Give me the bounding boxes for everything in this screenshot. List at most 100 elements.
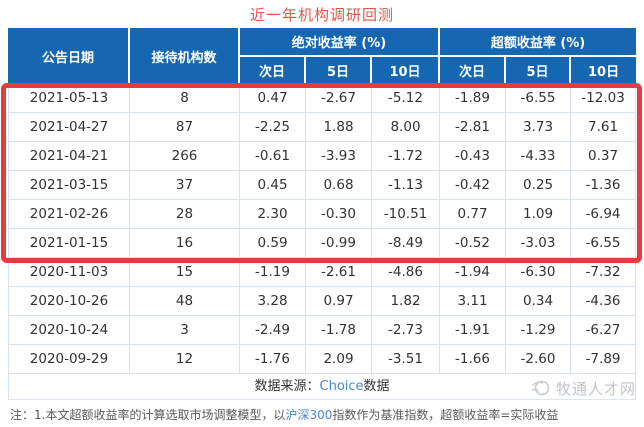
cell-return-value: -4.36 [571, 287, 637, 316]
cell-return-value: 0.97 [306, 287, 372, 316]
table-row-highlighted: 2021-02-26 28 2.30 -0.30 -10.51 0.77 1.09 -6.94 [8, 200, 637, 229]
cell-institution-count: 87 [130, 113, 240, 142]
cell-institution-count: 15 [130, 258, 240, 287]
watermark: 牧通人才网 [530, 377, 636, 399]
cell-date: 2020-09-29 [8, 345, 130, 374]
cell-date: 2021-01-15 [8, 229, 130, 258]
cell-return-value: 0.68 [306, 171, 372, 200]
cell-return-value: -6.27 [571, 316, 637, 345]
table-row: 2020-10-24 3 -2.49 -1.78 -2.73 -1.91 -1.29 -6.2… [8, 316, 637, 345]
cell-date: 2021-04-21 [8, 142, 130, 171]
cell-return-value: -1.29 [506, 316, 572, 345]
cell-return-value: -1.89 [440, 84, 507, 113]
cell-return-value: -1.94 [440, 258, 507, 287]
footnote-prefix: 注：1.本文超额收益率的计算选取市场调整模型，以 [10, 408, 286, 422]
table-row-highlighted: 2021-03-15 37 0.45 0.68 -1.13 -0.42 0.25 -1.36 [8, 171, 637, 200]
cell-return-value: -1.19 [240, 258, 306, 287]
cell-return-value: -3.03 [506, 229, 572, 258]
cell-return-value: -2.60 [506, 345, 572, 374]
table-row: 2020-09-29 12 -1.76 2.09 -3.51 -1.66 -2.60 -7.8… [8, 345, 637, 374]
cell-institution-count: 8 [130, 84, 240, 113]
cell-return-value: 0.37 [571, 142, 637, 171]
cell-return-value: 0.34 [506, 287, 572, 316]
footnote: 注：1.本文超额收益率的计算选取市场调整模型，以沪深300指数作为基准指数，超额… [10, 406, 644, 423]
cell-return-value: 0.45 [240, 171, 306, 200]
cell-return-value: 3.11 [440, 287, 507, 316]
cell-return-value: -12.03 [571, 84, 637, 113]
col-header-exc-10-day: 10日 [571, 57, 637, 84]
cell-return-value: -1.36 [571, 171, 637, 200]
mutong-logo-icon [531, 380, 550, 396]
source-suffix: 数据 [363, 379, 390, 394]
cell-return-value: 3.28 [240, 287, 306, 316]
col-group-absolute-return: 绝对收益率 (%) [240, 28, 441, 57]
col-header-institution-count: 接待机构数 [130, 28, 240, 84]
col-header-abs-5-day: 5日 [306, 57, 372, 84]
cell-date: 2020-11-03 [8, 258, 130, 287]
cell-date: 2020-10-26 [8, 287, 130, 316]
table-header: 公告日期 接待机构数 绝对收益率 (%) 超额收益率 (%) 次日 5日 10日… [8, 28, 637, 84]
cell-date: 2021-04-27 [8, 113, 130, 142]
backtest-table: 公告日期 接待机构数 绝对收益率 (%) 超额收益率 (%) 次日 5日 10日… [8, 28, 637, 400]
cell-return-value: -2.67 [306, 84, 372, 113]
cell-return-value: -0.52 [440, 229, 507, 258]
cell-date: 2021-03-15 [8, 171, 130, 200]
table-row-highlighted: 2021-05-13 8 0.47 -2.67 -5.12 -1.89 -6.55 -12.0… [8, 84, 637, 113]
cell-return-value: -4.33 [506, 142, 572, 171]
cell-return-value: -6.55 [571, 229, 637, 258]
cell-return-value: -6.30 [506, 258, 572, 287]
cell-return-value: 0.47 [240, 84, 306, 113]
cell-return-value: -5.12 [372, 84, 441, 113]
cell-return-value: -0.42 [440, 171, 507, 200]
col-header-abs-next-day: 次日 [240, 57, 306, 84]
cell-return-value: 0.77 [440, 200, 507, 229]
col-header-announce-date: 公告日期 [8, 28, 130, 84]
cell-return-value: 7.61 [571, 113, 637, 142]
cell-date: 2020-10-24 [8, 316, 130, 345]
cell-return-value: -1.72 [372, 142, 441, 171]
cell-institution-count: 28 [130, 200, 240, 229]
cell-return-value: 1.82 [372, 287, 441, 316]
cell-return-value: -6.55 [506, 84, 572, 113]
cell-return-value: 1.88 [306, 113, 372, 142]
cell-return-value: -7.32 [571, 258, 637, 287]
cell-date: 2021-02-26 [8, 200, 130, 229]
table-row: 2020-11-03 15 -1.19 -2.61 -4.86 -1.94 -6.30 -7.… [8, 258, 637, 287]
source-label: 数据来源： [254, 379, 320, 394]
hs300-link[interactable]: 沪深300 [285, 408, 333, 422]
cell-return-value: -7.89 [571, 345, 637, 374]
table-title: 近一年机构调研回测 [249, 6, 394, 24]
cell-return-value: -3.51 [372, 345, 441, 374]
cell-institution-count: 37 [130, 171, 240, 200]
cell-institution-count: 48 [130, 287, 240, 316]
col-header-exc-5-day: 5日 [506, 57, 572, 84]
cell-return-value: -2.81 [440, 113, 507, 142]
cell-return-value: -0.99 [306, 229, 372, 258]
choice-link[interactable]: Choice [319, 379, 364, 394]
watermark-text: 牧通人才网 [555, 379, 636, 398]
cell-return-value: -2.25 [240, 113, 306, 142]
table-row-highlighted: 2021-04-21 266 -0.61 -3.93 -1.72 -0.43 -4.33 0.… [8, 142, 637, 171]
cell-return-value: 0.25 [506, 171, 572, 200]
cell-institution-count: 3 [130, 316, 240, 345]
col-header-exc-next-day: 次日 [440, 57, 507, 84]
cell-return-value: -2.49 [240, 316, 306, 345]
cell-return-value: -6.94 [571, 200, 637, 229]
cell-return-value: -8.49 [372, 229, 441, 258]
cell-return-value: -1.13 [372, 171, 441, 200]
cell-institution-count: 266 [130, 142, 240, 171]
cell-date: 2021-05-13 [8, 84, 130, 113]
col-group-excess-return: 超额收益率 (%) [440, 28, 637, 57]
cell-return-value: 0.59 [240, 229, 306, 258]
cell-institution-count: 12 [130, 345, 240, 374]
cell-institution-count: 16 [130, 229, 240, 258]
cell-return-value: -1.76 [240, 345, 306, 374]
cell-return-value: 3.73 [506, 113, 572, 142]
col-header-abs-10-day: 10日 [372, 57, 441, 84]
cell-return-value: -10.51 [372, 200, 441, 229]
source-row: 数据来源：Choice数据 [8, 374, 637, 400]
cell-return-value: -2.73 [372, 316, 441, 345]
table-row-highlighted: 2021-04-27 87 -2.25 1.88 8.00 -2.81 3.73 7.61 [8, 113, 637, 142]
cell-return-value: -0.30 [306, 200, 372, 229]
